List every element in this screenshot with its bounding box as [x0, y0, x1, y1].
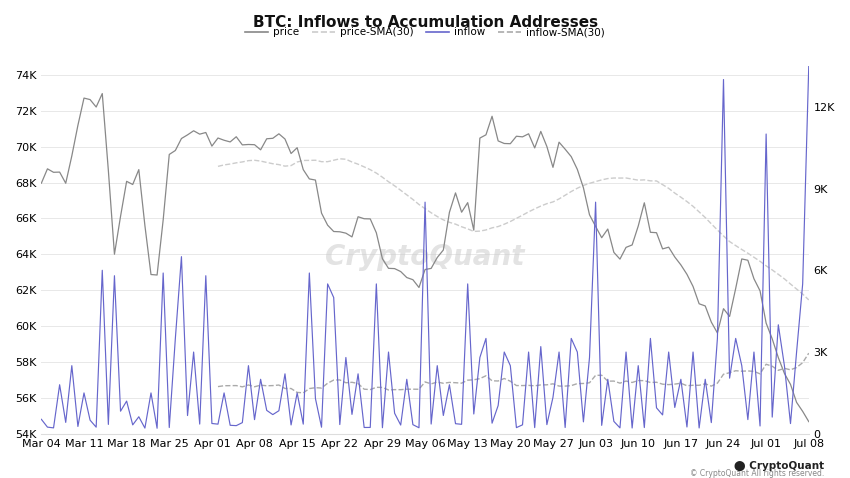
- Text: © CryptoQuant All rights reserved.: © CryptoQuant All rights reserved.: [690, 469, 824, 478]
- Legend: price, price-SMA(30), inflow, inflow-SMA(30): price, price-SMA(30), inflow, inflow-SMA…: [241, 23, 609, 42]
- Title: BTC: Inflows to Accumulation Addresses: BTC: Inflows to Accumulation Addresses: [252, 15, 598, 30]
- Text: ⬤ CryptoQuant: ⬤ CryptoQuant: [734, 461, 824, 471]
- Text: CryptoQuant: CryptoQuant: [326, 243, 524, 271]
